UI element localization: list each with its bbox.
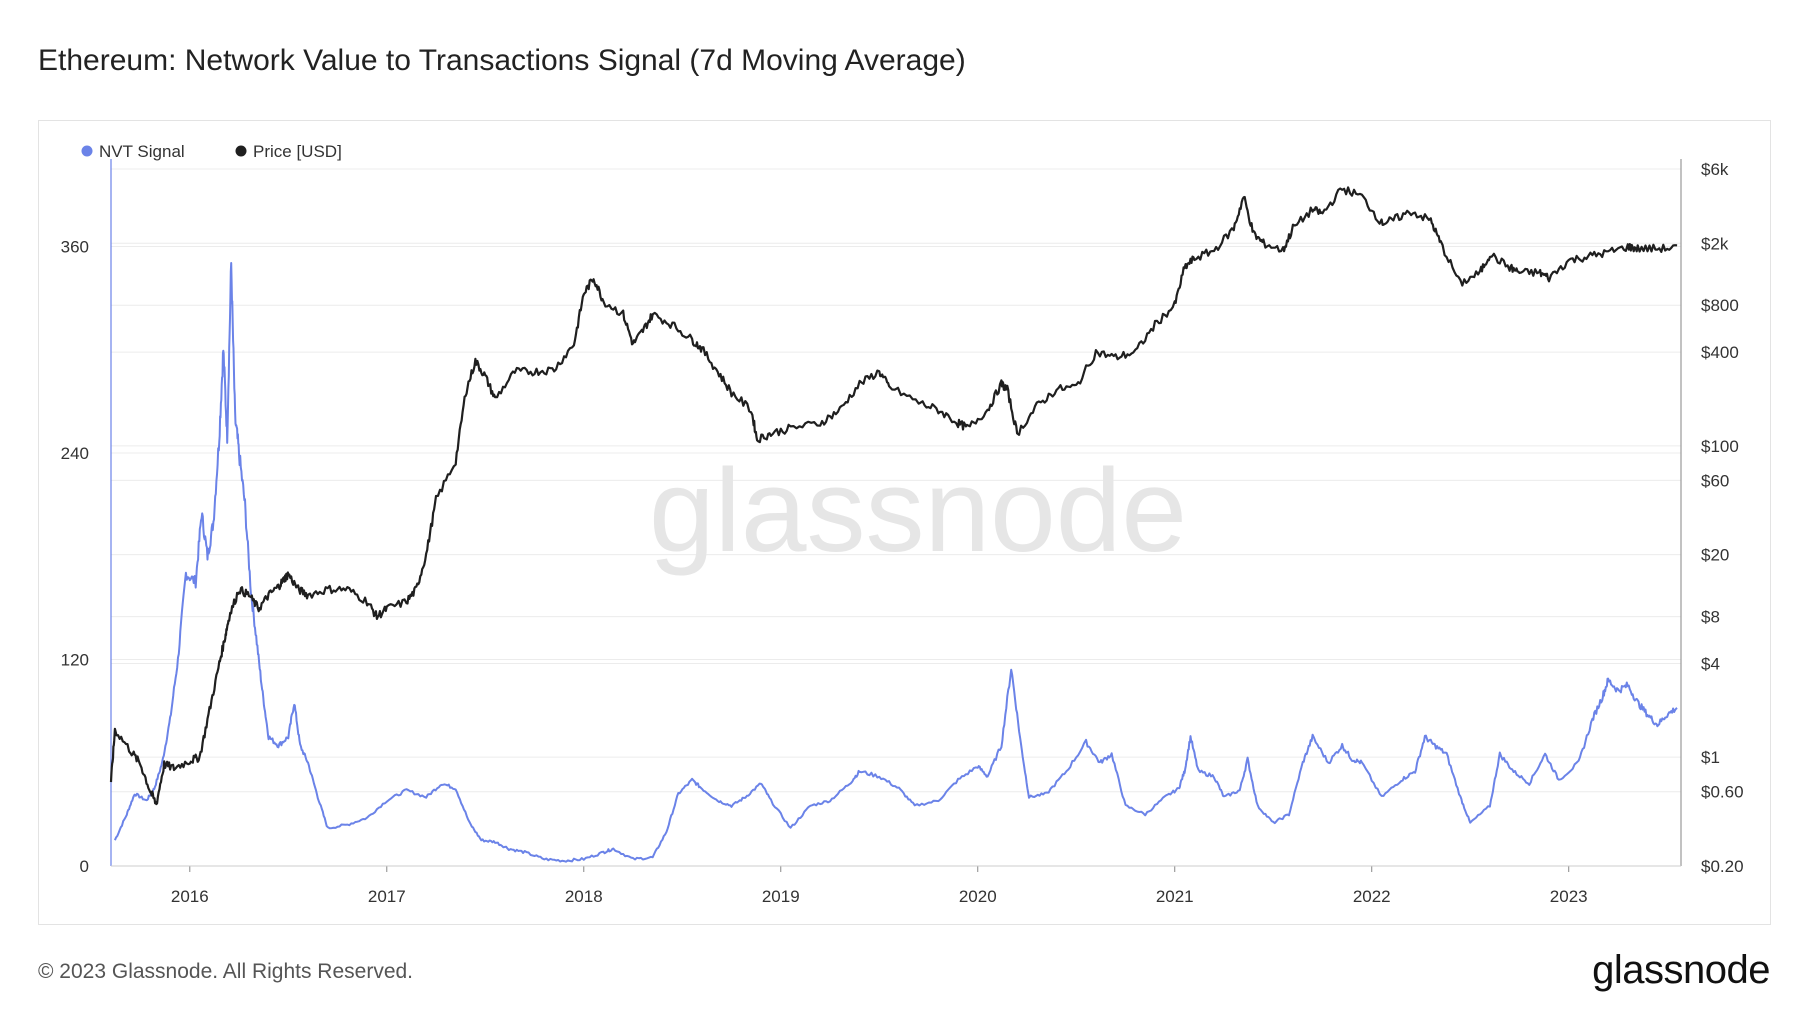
legend-label-price: Price [USD]: [253, 142, 342, 161]
legend-label-nvt: NVT Signal: [99, 142, 185, 161]
y-right-tick-label: $1: [1701, 748, 1720, 767]
y-right-tick-label: $100: [1701, 437, 1739, 456]
legend-dot-price: [235, 145, 247, 157]
y-right-tick-label: $400: [1701, 343, 1739, 362]
y-right-tick-label: $20: [1701, 546, 1729, 565]
y-right-tick-label: $4: [1701, 654, 1720, 673]
chart-title: Ethereum: Network Value to Transactions …: [38, 44, 966, 77]
legend-item-nvt[interactable]: NVT Signal: [81, 142, 185, 161]
x-tick-label: 2018: [565, 887, 603, 906]
y-left-tick-label: 240: [61, 444, 89, 463]
x-tick-label: 2016: [171, 887, 209, 906]
x-tick-label: 2017: [368, 887, 406, 906]
x-tick-label: 2021: [1156, 887, 1194, 906]
chart-frame: glassnode $0.20 $0.60 $1 $4 $8 $20 $60 $100 $400…: [38, 120, 1771, 925]
x-tick-label: 2019: [762, 887, 800, 906]
y-right-tick-label: $60: [1701, 471, 1729, 490]
y-right-tick-label: $6k: [1701, 160, 1729, 179]
series-layer: [109, 186, 1678, 863]
watermark-text: glassnode: [649, 445, 1187, 577]
y-right-tick-label: $0.20: [1701, 857, 1744, 876]
series-line-price[interactable]: [109, 186, 1678, 806]
y-left-tick-label: 360: [61, 237, 89, 256]
glassnode-logo: glassnode: [1592, 948, 1770, 992]
legend: NVT Signal Price [USD]: [81, 142, 342, 161]
x-tick-label: 2023: [1550, 887, 1588, 906]
x-tick-label: 2020: [959, 887, 997, 906]
axis-layer: $0.20 $0.60 $1 $4 $8 $20 $60 $100 $400 $800 $2k $6k…: [61, 159, 1744, 906]
y-right-tick-label: $2k: [1701, 234, 1729, 253]
footer-copyright: © 2023 Glassnode. All Rights Reserved.: [38, 960, 414, 983]
series-line-nvt[interactable]: [113, 262, 1678, 863]
x-tick-label: 2022: [1353, 887, 1391, 906]
y-right-tick-label: $0.60: [1701, 783, 1744, 802]
y-right-tick-label: $8: [1701, 608, 1720, 627]
legend-dot-nvt: [81, 145, 93, 157]
y-left-tick-label: 120: [61, 650, 89, 669]
chart-svg[interactable]: glassnode $0.20 $0.60 $1 $4 $8 $20 $60 $100 $400…: [39, 121, 1772, 926]
y-left-tick-label: 0: [80, 857, 89, 876]
y-right-tick-label: $800: [1701, 296, 1739, 315]
legend-item-price[interactable]: Price [USD]: [235, 142, 342, 161]
